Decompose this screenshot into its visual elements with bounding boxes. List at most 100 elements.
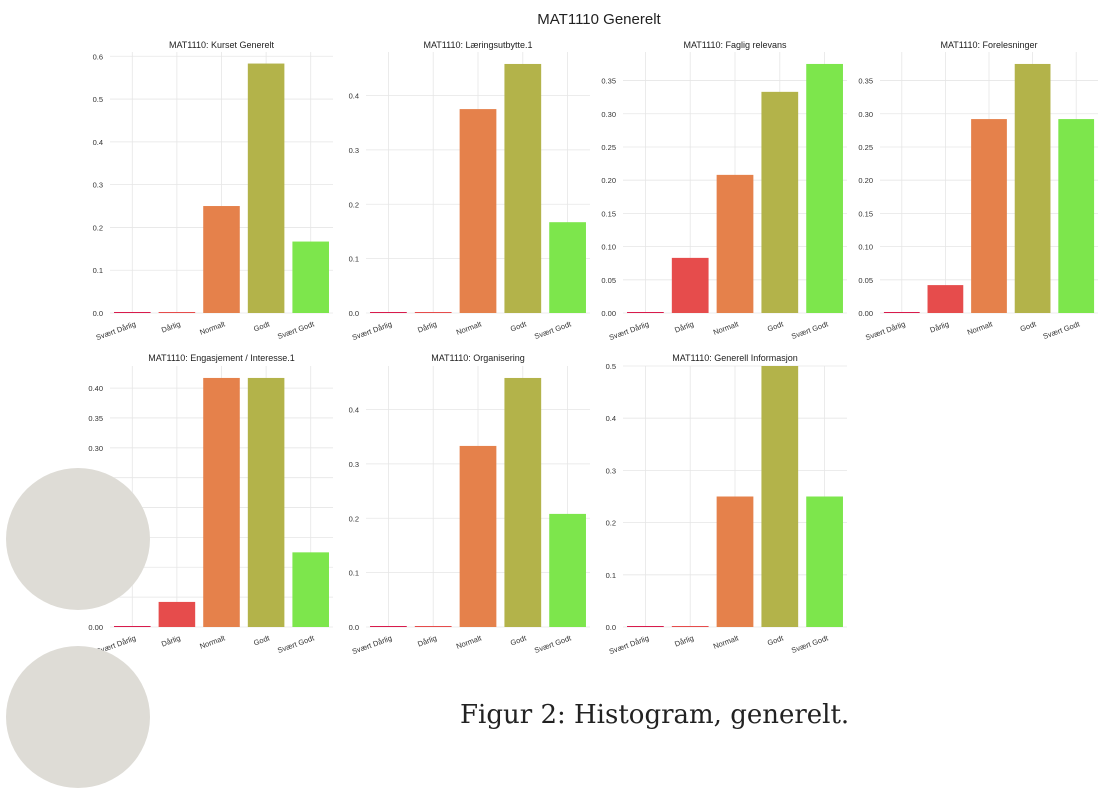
figure-suptitle: MAT1110 Generelt xyxy=(537,11,661,28)
x-tick-label: Normalt xyxy=(198,633,227,651)
bar-d xyxy=(158,601,196,627)
chart-title: MAT1110: Læringsutbytte.1 xyxy=(423,40,532,50)
chart-title: MAT1110: Generell Informasjon xyxy=(672,353,798,363)
x-tick-label: Godt xyxy=(766,319,785,333)
bar-sd xyxy=(627,312,664,313)
x-tick-label: Normalt xyxy=(455,633,484,651)
y-tick-label: 0.2 xyxy=(606,519,616,528)
y-tick-label: 0.5 xyxy=(93,95,103,104)
chart-title: MAT1110: Engasjement / Interesse.1 xyxy=(148,353,295,363)
bar-g xyxy=(504,377,542,627)
y-tick-label: 0.3 xyxy=(349,146,359,155)
y-tick-label: 0.00 xyxy=(858,309,873,318)
y-tick-label: 0.1 xyxy=(606,571,616,580)
bar-n xyxy=(203,377,240,627)
bar-sg xyxy=(292,241,329,313)
y-tick-label: 0.6 xyxy=(93,52,103,61)
bar-d xyxy=(671,257,709,313)
y-tick-label: 0.30 xyxy=(88,444,103,453)
chart-panel-6: MAT1110: Organisering 0.0 0.1 0.2 0.3 0.4 Svær… xyxy=(349,353,590,656)
bar-sd xyxy=(114,626,151,627)
bar-g xyxy=(1014,63,1051,314)
bar-n xyxy=(716,174,754,313)
x-tick-label: Svært Godt xyxy=(533,633,573,655)
bar-sg xyxy=(549,222,586,313)
y-tick-label: 0.25 xyxy=(858,143,873,152)
chart-title: MAT1110: Forelesninger xyxy=(940,40,1037,50)
x-tick-label: Svært Godt xyxy=(1042,319,1082,341)
bar-d xyxy=(414,312,452,313)
chart-title: MAT1110: Faglig relevans xyxy=(683,40,787,50)
chart-panel-1: MAT1110: Kurset Generelt 0.0 0.1 0.2 0.3 0.4 0… xyxy=(93,40,333,342)
chart-title: MAT1110: Kurset Generelt xyxy=(169,40,275,50)
y-tick-label: 0.35 xyxy=(88,414,103,423)
bar-d xyxy=(927,285,964,313)
y-tick-label: 0.25 xyxy=(601,143,616,152)
y-tick-label: 0.4 xyxy=(93,138,103,147)
y-tick-label: 0.05 xyxy=(858,276,873,285)
x-tick-label: Normalt xyxy=(198,319,227,337)
x-tick-label: Godt xyxy=(1019,319,1038,333)
y-tick-label: 0.00 xyxy=(601,309,616,318)
bar-sg xyxy=(1058,119,1095,314)
bar-sd xyxy=(114,312,151,313)
bar-g xyxy=(247,63,285,313)
decorative-circle-bottom xyxy=(6,646,150,788)
x-tick-label: Dårlig xyxy=(673,319,694,334)
x-tick-label: Godt xyxy=(509,319,528,333)
x-tick-label: Dårlig xyxy=(160,633,181,648)
y-tick-label: 0.30 xyxy=(601,110,616,119)
bar-sg xyxy=(549,513,586,627)
x-tick-label: Dårlig xyxy=(160,319,181,334)
bar-sd xyxy=(627,626,664,627)
figure-caption: Figur 2: Histogram, generelt. xyxy=(460,700,850,730)
y-tick-label: 0.0 xyxy=(349,623,359,632)
y-tick-label: 0.0 xyxy=(93,309,103,318)
y-tick-label: 0.4 xyxy=(606,414,616,423)
bar-sd xyxy=(370,312,407,313)
chart-title: MAT1110: Organisering xyxy=(431,353,525,363)
x-tick-label: Normalt xyxy=(712,319,741,337)
x-tick-label: Dårlig xyxy=(929,319,950,334)
y-tick-label: 0.10 xyxy=(601,243,616,252)
y-tick-label: 0.10 xyxy=(858,243,873,252)
bar-sd xyxy=(370,626,407,627)
x-tick-label: Godt xyxy=(509,633,528,647)
x-tick-label: Normalt xyxy=(712,633,741,651)
bar-sg xyxy=(292,552,329,627)
x-tick-label: Svært Godt xyxy=(790,633,830,655)
bar-g xyxy=(504,63,542,314)
bar-g xyxy=(247,377,285,627)
x-tick-label: Svært Dårlig xyxy=(608,319,650,342)
y-tick-label: 0.5 xyxy=(606,362,616,371)
y-tick-label: 0.3 xyxy=(93,181,103,190)
x-tick-label: Godt xyxy=(252,319,271,333)
bar-g xyxy=(761,366,799,627)
y-tick-label: 0.20 xyxy=(858,176,873,185)
x-tick-label: Dårlig xyxy=(416,633,437,648)
y-tick-label: 0.35 xyxy=(601,77,616,86)
x-tick-label: Godt xyxy=(766,633,785,647)
bar-n xyxy=(459,445,497,627)
y-tick-label: 0.15 xyxy=(858,209,873,218)
chart-panel-4: MAT1110: Forelesninger 0.00 0.05 0.10 0.15 0.… xyxy=(858,40,1098,342)
x-tick-label: Svært Godt xyxy=(276,319,316,341)
bar-n xyxy=(971,119,1007,314)
x-tick-label: Svært Dårlig xyxy=(351,319,393,342)
bar-g xyxy=(761,91,799,314)
bar-n xyxy=(716,496,754,627)
y-tick-label: 0.3 xyxy=(606,466,616,475)
y-tick-label: 0.4 xyxy=(349,406,359,415)
y-tick-label: 0.0 xyxy=(349,309,359,318)
y-tick-label: 0.35 xyxy=(858,77,873,86)
y-tick-label: 0.2 xyxy=(349,200,359,209)
y-tick-label: 0.1 xyxy=(93,266,103,275)
y-tick-label: 0.20 xyxy=(601,176,616,185)
y-tick-label: 0.4 xyxy=(349,92,359,101)
y-tick-label: 0.1 xyxy=(349,569,359,578)
x-tick-label: Svært Dårlig xyxy=(864,319,906,342)
y-tick-label: 0.0 xyxy=(606,623,616,632)
x-tick-label: Dårlig xyxy=(673,633,694,648)
x-tick-label: Normalt xyxy=(966,319,995,337)
